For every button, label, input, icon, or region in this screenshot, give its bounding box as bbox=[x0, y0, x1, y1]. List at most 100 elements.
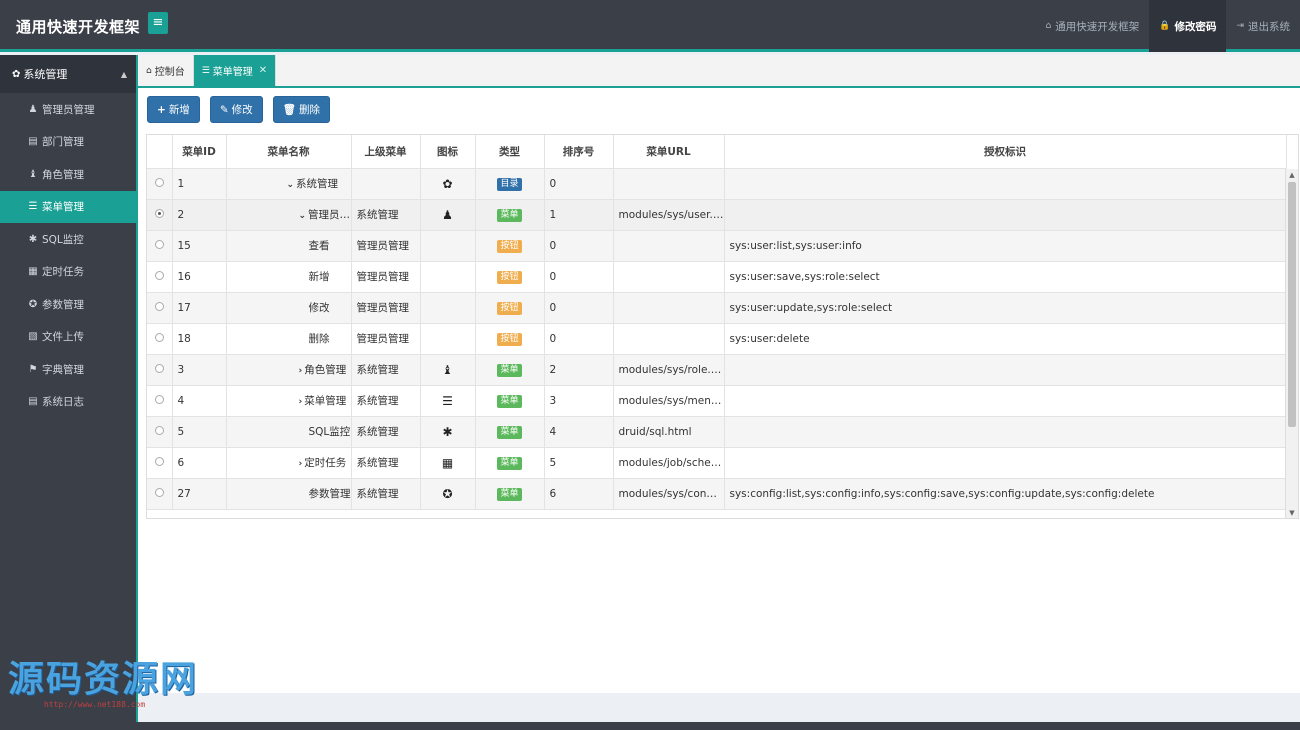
column-header: 授权标识 bbox=[724, 135, 1287, 169]
row-radio[interactable] bbox=[154, 456, 164, 466]
scroll-up-icon[interactable]: ▲ bbox=[1289, 171, 1295, 179]
row-select-cell[interactable] bbox=[147, 261, 173, 293]
row-radio[interactable] bbox=[154, 270, 164, 280]
sidebar-item-label: 角色管理 bbox=[42, 168, 84, 181]
table-row[interactable]: 6›定时任务系统管理▦菜单5modules/job/schedul... bbox=[147, 447, 1287, 479]
table-row[interactable]: 4›菜单管理系统管理☰菜单3modules/sys/menu.h... bbox=[147, 385, 1287, 417]
row-select-cell[interactable] bbox=[147, 385, 173, 417]
cell-parent: 管理员管理 bbox=[351, 230, 421, 262]
row-radio[interactable] bbox=[154, 363, 164, 373]
row-radio[interactable] bbox=[154, 177, 164, 187]
sidebar-item-7[interactable]: ▧ 文件上传 bbox=[0, 321, 136, 354]
cell-name: 新增 bbox=[226, 261, 352, 293]
cell-type: 菜单 bbox=[475, 416, 545, 448]
table-row[interactable]: 27 参数管理 系统管理 ✪ 菜单 6 modules/sys/config.... sys:… bbox=[147, 478, 1287, 510]
logout-icon: ⇥ bbox=[1236, 21, 1244, 31]
chevron-right-icon[interactable]: › bbox=[298, 397, 303, 407]
table-row[interactable]: 17 修改 管理员管理 按钮 0 sys:user:update,sys:role:sel… bbox=[147, 292, 1287, 324]
sidebar-item-3[interactable]: ☰ 菜单管理 bbox=[0, 190, 136, 223]
sidebar-item-1[interactable]: ▤ 部门管理 bbox=[0, 126, 136, 159]
chevron-right-icon[interactable]: › bbox=[298, 366, 303, 376]
cell-url bbox=[613, 292, 725, 324]
cell-parent: 系统管理 bbox=[351, 199, 421, 231]
row-select-cell[interactable] bbox=[147, 323, 173, 355]
cell-icon: ♟ bbox=[420, 199, 476, 231]
close-icon[interactable]: ✕ bbox=[258, 65, 268, 76]
cell-url bbox=[613, 168, 725, 200]
tab-menu-management[interactable]: ☰ 菜单管理 ✕ bbox=[193, 55, 277, 86]
sidebar-item-9[interactable]: ▤ 系统日志 bbox=[0, 386, 136, 419]
nav-home[interactable]: ⌂ 通用快速开发框架 bbox=[1036, 0, 1150, 52]
table-row[interactable]: 18 删除 管理员管理 按钮 0 sys:user:delete bbox=[147, 323, 1287, 355]
cell-order: 1 bbox=[544, 199, 614, 231]
row-radio[interactable] bbox=[154, 208, 164, 218]
plus-icon: + bbox=[157, 103, 166, 116]
sidebar-item-6[interactable]: ✪ 参数管理 bbox=[0, 288, 136, 321]
column-header: 图标 bbox=[420, 135, 476, 169]
tab-dashboard[interactable]: ⌂ 控制台 bbox=[138, 55, 194, 86]
menu-name: SQL监控 bbox=[308, 426, 351, 438]
type-badge: 按钮 bbox=[497, 332, 522, 346]
vertical-scrollbar[interactable]: ▲ ▼ bbox=[1285, 169, 1298, 518]
sidebar-item-8[interactable]: ⚑ 字典管理 bbox=[0, 353, 136, 386]
row-select-cell[interactable] bbox=[147, 168, 173, 200]
add-button[interactable]: + 新增 bbox=[147, 96, 200, 123]
sidebar-item-5[interactable]: ▦ 定时任务 bbox=[0, 256, 136, 289]
row-select-cell[interactable] bbox=[147, 447, 173, 479]
add-button-label: 新增 bbox=[168, 104, 190, 116]
scrollbar-thumb[interactable] bbox=[1288, 182, 1296, 427]
watermark-logo: 源码资源网 http://www.net188.com bbox=[8, 660, 198, 710]
sidebar-item-0[interactable]: ♟ 管理员管理 bbox=[0, 93, 136, 126]
menu-name: 修改 bbox=[308, 302, 330, 314]
cog-icon: ✪ bbox=[442, 486, 453, 501]
cell-id: 18 bbox=[172, 323, 227, 355]
table-row[interactable]: 3 › 角色管理 系统管理 ♝ 菜单 2 modules/sys/role.html bbox=[147, 354, 1287, 386]
sidebar-toggle-button[interactable]: ≡ bbox=[148, 12, 168, 34]
cell-id: 17 bbox=[172, 292, 227, 324]
cell-perms: sys:user:list,sys:user:info bbox=[724, 230, 1287, 262]
sidebar-item-4[interactable]: ✱ SQL监控 bbox=[0, 223, 136, 256]
cell-order: 4 bbox=[544, 416, 614, 448]
row-select-cell[interactable] bbox=[147, 416, 173, 448]
chevron-right-icon[interactable]: › bbox=[298, 459, 303, 469]
cell-icon bbox=[420, 292, 476, 324]
chevron-down-icon[interactable]: ⌄ bbox=[286, 180, 295, 190]
table-row[interactable]: 15 查看 管理员管理 按钮 0 sys:user:list,sys:user:info bbox=[147, 230, 1287, 262]
table-row[interactable]: 5 SQL监控 系统管理 ✱ 菜单 4 druid/sql.html bbox=[147, 416, 1287, 448]
cell-order: 0 bbox=[544, 261, 614, 293]
row-radio[interactable] bbox=[154, 425, 164, 435]
row-radio[interactable] bbox=[154, 487, 164, 497]
column-header: 菜单名称 bbox=[226, 135, 352, 169]
row-radio[interactable] bbox=[154, 239, 164, 249]
edit-button[interactable]: ✎ 修改 bbox=[209, 96, 263, 123]
row-select-cell[interactable] bbox=[147, 199, 173, 231]
row-select-cell[interactable] bbox=[147, 354, 173, 386]
type-badge: 按钮 bbox=[497, 239, 522, 253]
chevron-down-icon[interactable]: ⌄ bbox=[298, 211, 307, 221]
menu-name: 角色管理 bbox=[304, 364, 347, 376]
row-select-cell[interactable] bbox=[147, 292, 173, 324]
row-select-cell[interactable] bbox=[147, 230, 173, 262]
cell-perms: sys:user:delete bbox=[724, 323, 1287, 355]
cell-parent: 管理员管理 bbox=[351, 261, 421, 293]
sidebar-item-2[interactable]: ♝ 角色管理 bbox=[0, 158, 136, 191]
row-radio[interactable] bbox=[154, 301, 164, 311]
bug-icon: ✱ bbox=[28, 233, 38, 245]
row-radio[interactable] bbox=[154, 394, 164, 404]
table-row[interactable]: 1 ⌄ 系统管理 ✿ 目录 0 bbox=[147, 168, 1287, 200]
user-secret-icon: ♝ bbox=[28, 168, 38, 180]
sidebar-group-system[interactable]: ✿ 系统管理 ▲ bbox=[0, 55, 136, 93]
delete-button[interactable]: 🗑 删除 bbox=[272, 96, 330, 123]
bug-icon: ✱ bbox=[442, 424, 453, 439]
table-row[interactable]: 16 新增 管理员管理 按钮 0 sys:user:save,sys:role:selec… bbox=[147, 261, 1287, 293]
nav-logout[interactable]: ⇥ 退出系统 bbox=[1226, 0, 1300, 52]
row-select-cell[interactable] bbox=[147, 478, 173, 510]
list-icon: ☰ bbox=[28, 201, 38, 213]
cell-url: modules/sys/role.html bbox=[613, 354, 725, 386]
scroll-down-icon[interactable]: ▼ bbox=[1289, 509, 1295, 517]
row-radio[interactable] bbox=[154, 332, 164, 342]
gear-icon: ✿ bbox=[442, 176, 453, 191]
nav-change-password[interactable]: 🔒 修改密码 bbox=[1149, 0, 1227, 52]
type-badge: 菜单 bbox=[497, 363, 522, 377]
